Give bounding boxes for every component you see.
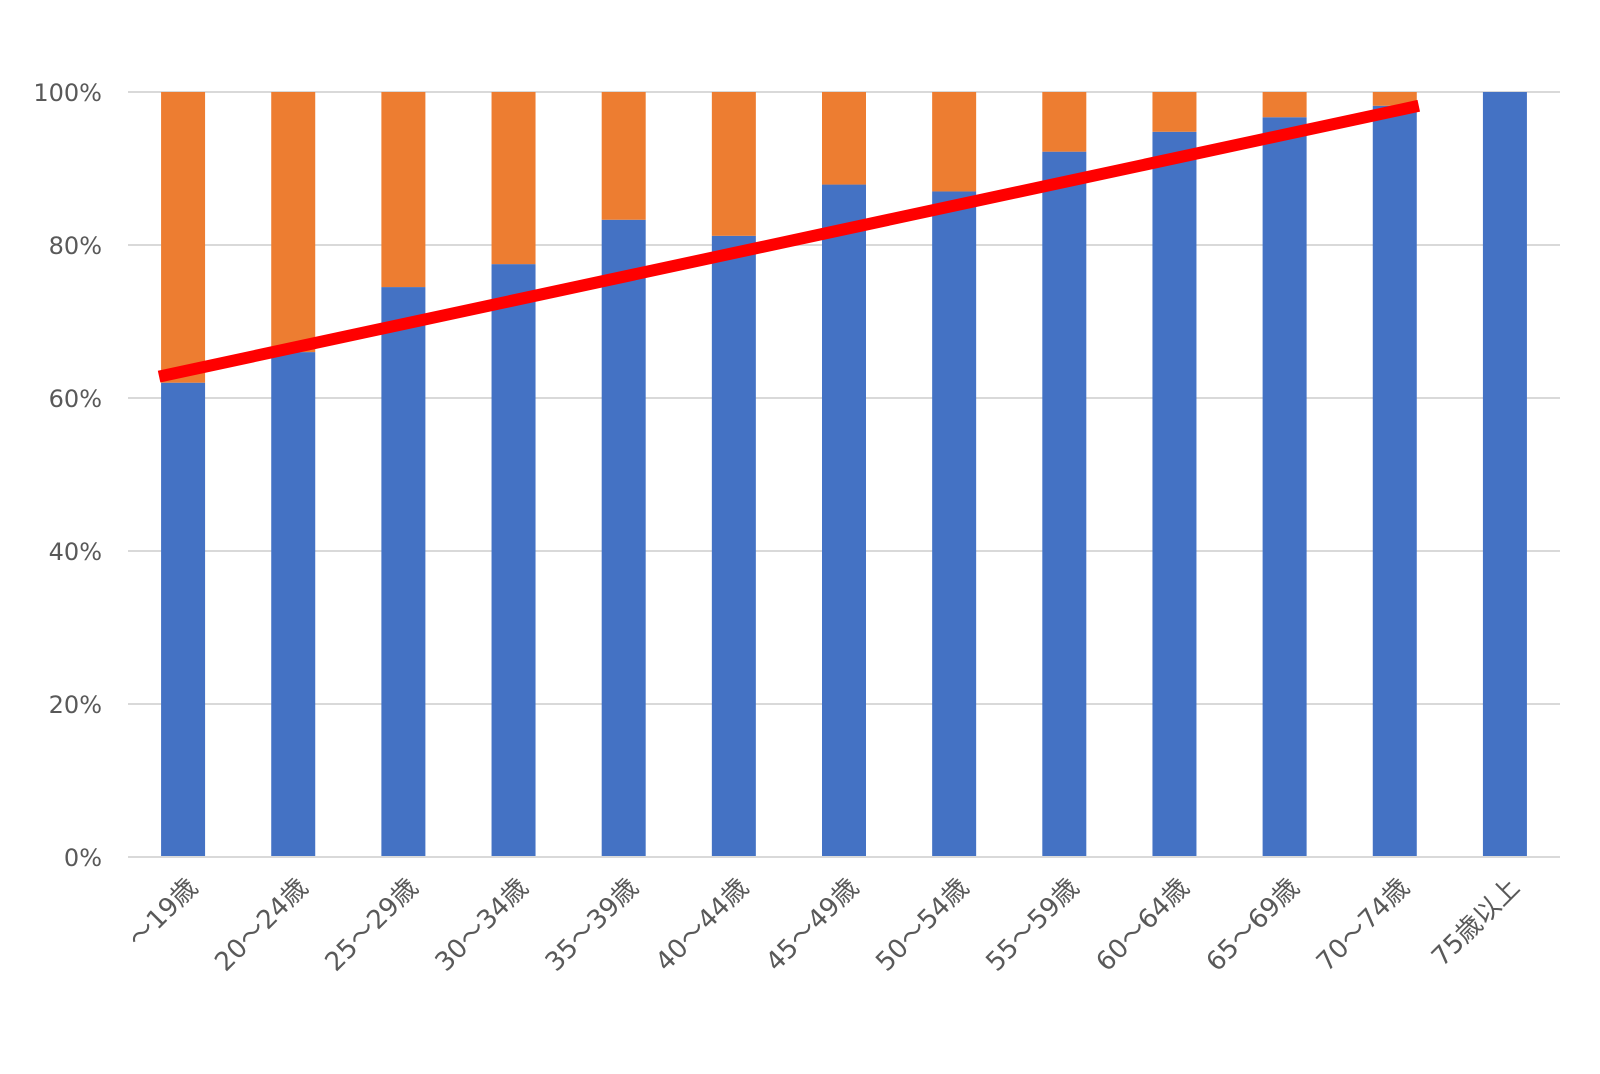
y-tick-label: 0% xyxy=(64,844,102,872)
x-category-label: 70～74歳 xyxy=(1311,873,1416,978)
bar-segment-series-1 xyxy=(161,382,206,857)
bar-segment-series-2 xyxy=(491,92,536,265)
bar-segment-series-1 xyxy=(1372,105,1417,857)
bar-segment-series-1 xyxy=(1152,131,1197,857)
bars xyxy=(161,92,1527,858)
x-axis-labels: ～19歳 20～24歳 25～29歳 30～34歳 35～39歳 40～44歳 45～49歳… xyxy=(123,873,1526,978)
x-category-label: 60～64歳 xyxy=(1091,873,1196,978)
bar-segment-series-2 xyxy=(1372,92,1417,106)
bar-segment-series-2 xyxy=(381,92,426,288)
x-category-label: 20～24歳 xyxy=(209,873,314,978)
y-axis-labels: 0% 20% 40% 60% 80% 100% xyxy=(33,79,102,872)
bar-segment-series-1 xyxy=(271,352,316,857)
x-category-label: 50～54歳 xyxy=(870,873,975,978)
y-tick-label: 60% xyxy=(49,385,102,413)
x-category-label: 25～29歳 xyxy=(320,873,425,978)
bar-segment-series-2 xyxy=(271,92,316,353)
y-tick-label: 100% xyxy=(33,79,102,107)
bar-segment-series-1 xyxy=(932,191,977,857)
bar-segment-series-1 xyxy=(491,264,536,857)
trendline-group xyxy=(157,99,1421,383)
bar-segment-series-2 xyxy=(1152,92,1197,132)
x-category-label: 75歳以上 xyxy=(1426,873,1526,973)
bar-segment-series-1 xyxy=(711,235,756,857)
bar-segment-series-2 xyxy=(822,92,866,185)
x-category-label: 35～39歳 xyxy=(540,873,645,978)
bar-segment-series-1 xyxy=(1482,92,1527,857)
x-category-label: 65～69歳 xyxy=(1201,873,1306,978)
y-tick-label: 20% xyxy=(49,691,102,719)
bar-segment-series-2 xyxy=(711,92,756,236)
x-category-label: 45～49歳 xyxy=(760,873,865,978)
x-category-label: 40～44歳 xyxy=(650,873,755,978)
x-category-label: 55～59歳 xyxy=(980,873,1085,978)
bar-segment-series-2 xyxy=(161,92,206,383)
bar-segment-series-1 xyxy=(1262,117,1307,858)
x-category-label: 30～34歳 xyxy=(430,873,535,978)
bar-segment-series-1 xyxy=(381,287,426,857)
trendline xyxy=(157,99,1421,383)
bar-segment-series-2 xyxy=(1262,92,1307,118)
bar-segment-series-2 xyxy=(932,92,977,192)
bar-segment-series-1 xyxy=(601,219,646,857)
bar-segment-series-1 xyxy=(1042,151,1087,858)
x-category-label: ～19歳 xyxy=(123,873,204,954)
bar-segment-series-2 xyxy=(601,92,646,220)
y-tick-label: 40% xyxy=(49,538,102,566)
bar-segment-series-2 xyxy=(1042,92,1087,152)
bar-segment-series-1 xyxy=(822,184,866,857)
y-tick-label: 80% xyxy=(49,232,102,260)
